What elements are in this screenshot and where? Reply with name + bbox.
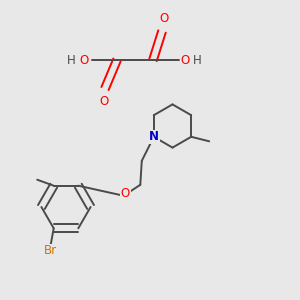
Text: O: O bbox=[159, 12, 168, 26]
Text: H: H bbox=[193, 53, 202, 67]
Text: N: N bbox=[149, 130, 159, 143]
Text: O: O bbox=[80, 53, 88, 67]
Text: O: O bbox=[99, 94, 108, 108]
Text: O: O bbox=[181, 53, 190, 67]
Text: H: H bbox=[67, 53, 76, 67]
Text: O: O bbox=[121, 187, 130, 200]
Text: Br: Br bbox=[44, 244, 57, 257]
